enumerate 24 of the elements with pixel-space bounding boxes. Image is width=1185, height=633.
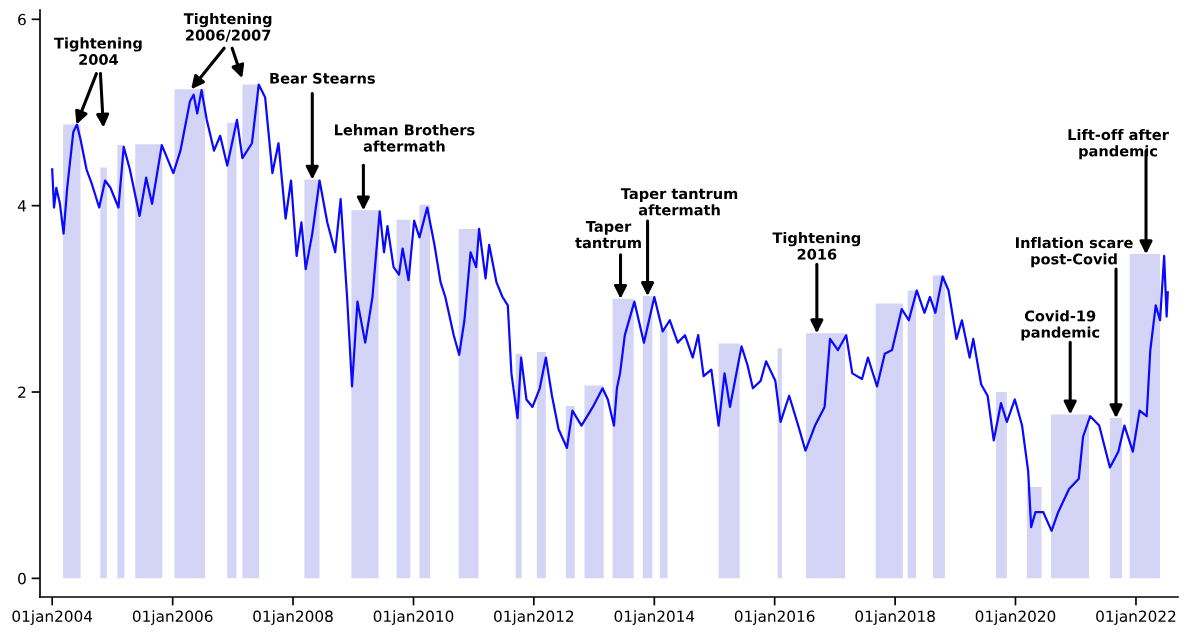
annotation: Lehman Brothers aftermath (334, 124, 475, 152)
annotation: Lift-off after pandemic (1068, 128, 1169, 160)
annotation: Covid-19 pandemic (1021, 310, 1100, 341)
x-tick-label: 01jan2012 (494, 610, 574, 625)
x-tick-label: 01jan2018 (855, 610, 935, 625)
x-tick-label: 01jan2004 (12, 610, 93, 625)
x-tick-label: 01jan2014 (614, 610, 695, 625)
annotation: Tightening 2016 (772, 232, 861, 260)
annotation: Bear Stearns (270, 72, 375, 84)
x-tick-label: 01jan2008 (253, 610, 333, 625)
x-tick-label: 01jan2010 (373, 610, 454, 625)
y-tick-label: 2 (18, 386, 26, 398)
annotation: Inflation scare post-Covid (1016, 236, 1133, 268)
annotation: Taper tantrum aftermath (620, 188, 738, 216)
x-tick-label: 01jan2006 (132, 610, 213, 625)
annotation: Tightening 2004 (54, 37, 142, 66)
y-tick-label: 6 (18, 13, 26, 26)
x-tick-label: 01jan2022 (1096, 610, 1176, 625)
y-tick-label: 4 (17, 200, 26, 212)
x-tick-label: 01jan2016 (734, 610, 815, 625)
x-tick-label: 01jan2020 (975, 610, 1056, 625)
annotation: Tightening 2006/2007 (183, 12, 272, 42)
y-tick-label: 0 (18, 572, 26, 585)
annotation: Taper tantrum (575, 221, 641, 249)
